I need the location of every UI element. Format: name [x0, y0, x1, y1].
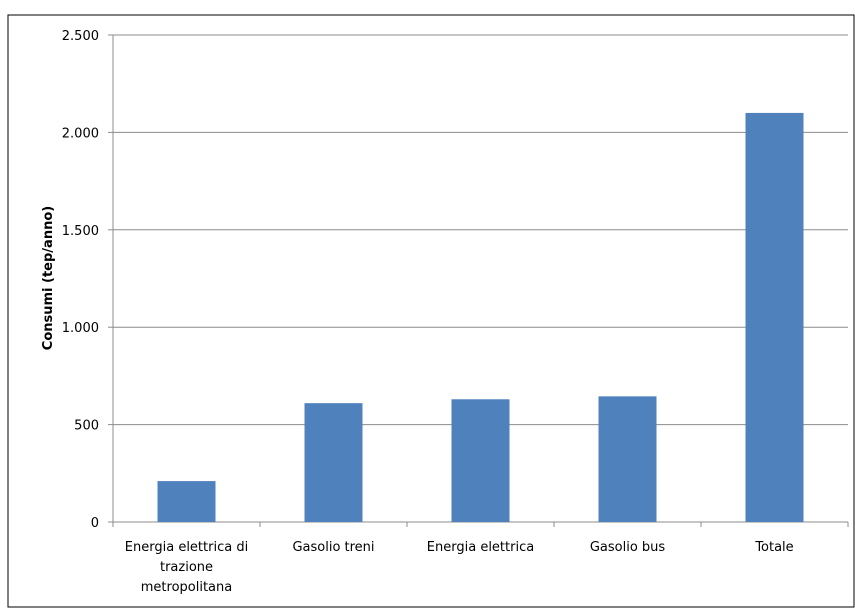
y-tick-label: 500: [74, 419, 99, 434]
y-axis-label: Consumi (tep/anno): [41, 206, 56, 350]
y-tick-label: 0: [91, 516, 99, 531]
bar: [304, 403, 363, 522]
y-tick-label: 1.000: [62, 321, 99, 336]
bar: [745, 112, 804, 523]
chart-frame: [7, 14, 855, 608]
bar: [451, 399, 510, 522]
x-tick-label: Totale: [755, 540, 794, 555]
y-tick-label: 1.500: [62, 224, 99, 239]
x-tick-label: Energia elettrica di trazione metropolit…: [124, 540, 249, 595]
x-tick-label: Gasolio treni: [292, 540, 375, 555]
y-tick-label: 2.000: [62, 126, 99, 141]
y-tick-label: 2.500: [62, 29, 99, 44]
bar: [157, 481, 216, 522]
x-tick-label: Energia elettrica: [426, 540, 535, 555]
x-tick-label: Gasolio bus: [589, 540, 666, 555]
bar: [598, 396, 657, 522]
